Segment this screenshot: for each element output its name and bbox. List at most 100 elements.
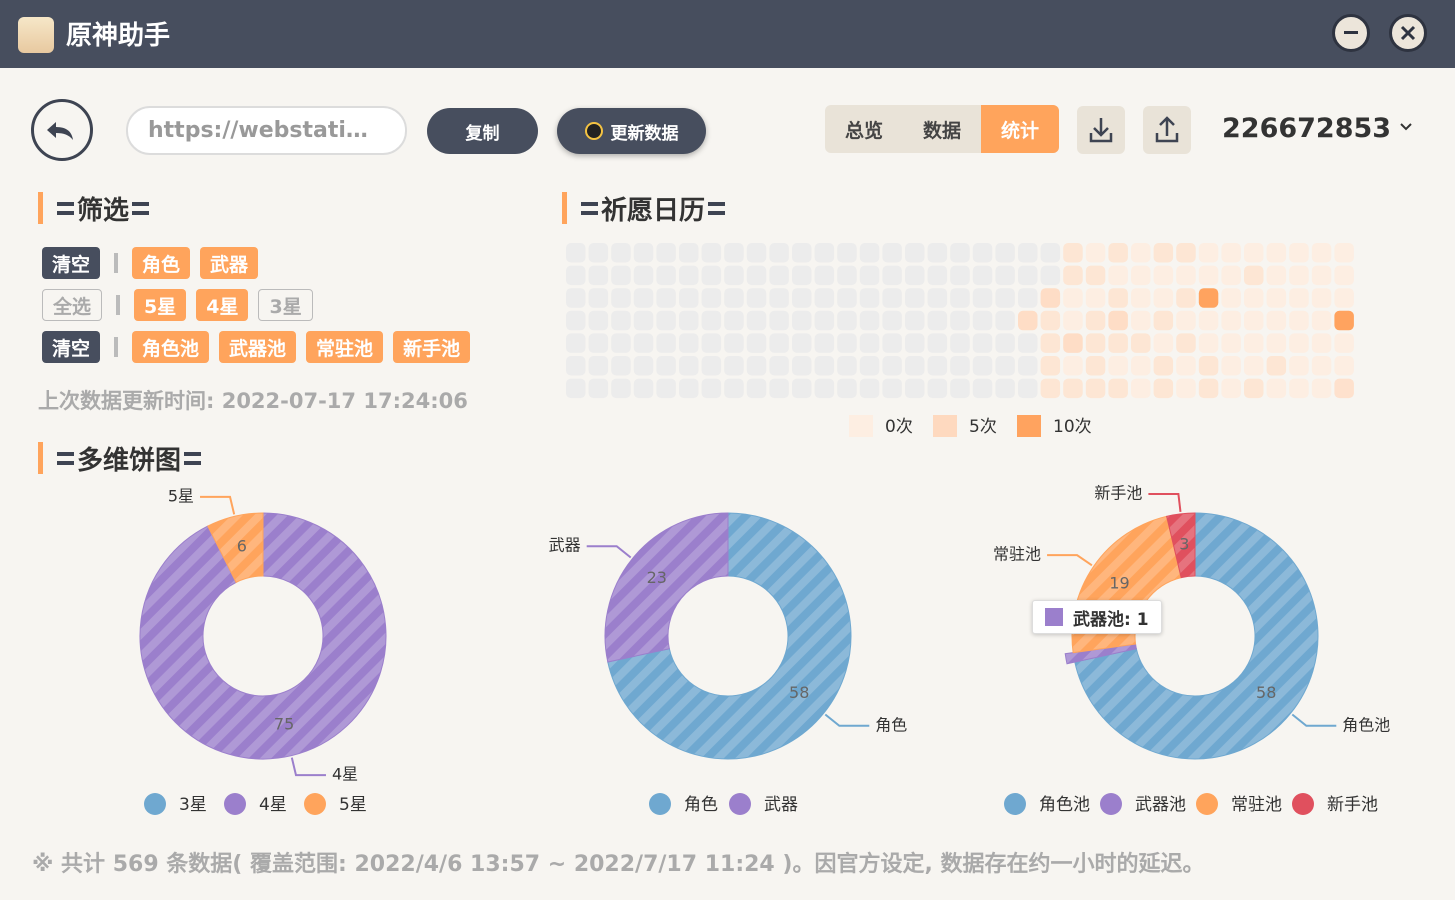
empty-cell	[950, 378, 970, 399]
empty-cell	[814, 378, 835, 399]
empty-cell	[905, 333, 925, 353]
empty-cell	[882, 243, 902, 263]
legend-label: 武器	[764, 795, 798, 815]
empty-cell	[972, 356, 993, 376]
empty-cell	[882, 265, 902, 286]
filter-tag[interactable]: 清空	[42, 331, 101, 363]
tab[interactable]: 统计	[981, 105, 1059, 153]
close-icon	[1400, 25, 1416, 41]
calendar-cell	[1266, 243, 1287, 263]
empty-cell	[566, 333, 586, 353]
empty-cell	[746, 356, 767, 376]
empty-cell	[633, 333, 654, 353]
calendar-cell	[1108, 333, 1128, 353]
calendar-cell	[1131, 310, 1151, 331]
calendar-cell	[1085, 356, 1106, 376]
calendar-cell	[1063, 288, 1083, 308]
calendar-cell	[1221, 310, 1241, 331]
legend-label: 新手池	[1327, 795, 1378, 815]
tooltip-marker	[1045, 608, 1063, 626]
tab[interactable]: 数据	[922, 119, 961, 142]
filter-tag[interactable]: 武器	[200, 247, 259, 279]
filter-tag[interactable]: 角色	[132, 247, 191, 279]
legend-marker	[729, 793, 751, 815]
empty-cell	[611, 243, 631, 263]
refresh-button[interactable]: 更新数据	[557, 108, 706, 154]
filter-tag[interactable]: 常驻池	[306, 331, 384, 363]
value-label: 75	[274, 715, 294, 734]
uid-select[interactable]: 226672853	[1222, 113, 1421, 144]
last-update: 上次数据更新时间: 2022-07-17 17:24:06	[38, 389, 468, 413]
empty-cell	[859, 378, 880, 399]
calendar-cell	[1085, 265, 1106, 286]
calendar-cell	[1244, 333, 1264, 353]
filter-tag[interactable]: 5星	[134, 289, 187, 321]
tab[interactable]: 总览	[844, 119, 883, 142]
empty-cell	[882, 310, 902, 331]
empty-cell	[927, 310, 948, 331]
empty-cell	[724, 288, 744, 308]
leader-line	[200, 495, 236, 515]
value-label: 3	[1179, 535, 1189, 554]
legend-marker	[304, 793, 326, 815]
pie-slice	[207, 512, 264, 584]
filter-tag[interactable]: 角色池	[132, 331, 210, 363]
legend-label: 武器池	[1135, 795, 1186, 815]
empty-cell	[566, 378, 586, 399]
empty-cell	[882, 288, 902, 308]
empty-cell	[656, 378, 676, 399]
empty-cell	[905, 243, 925, 263]
close-button[interactable]	[1389, 14, 1427, 52]
calendar-cell	[1266, 378, 1287, 399]
empty-cell	[837, 378, 857, 399]
calendar-cell	[1289, 333, 1309, 353]
calendar-cell	[1244, 310, 1264, 331]
import-button[interactable]	[1077, 106, 1125, 154]
filter-tag[interactable]: 新手池	[393, 331, 471, 363]
empty-cell	[633, 310, 654, 331]
calendar-cell	[1198, 333, 1219, 353]
empty-cell	[1018, 243, 1038, 263]
calendar-cell	[1153, 243, 1174, 263]
empty-cell	[724, 265, 744, 286]
empty-cell	[588, 265, 609, 286]
empty-cell	[837, 333, 857, 353]
calendar-cell	[1063, 310, 1083, 331]
section-heading: 多维饼图	[38, 442, 202, 476]
empty-cell	[656, 356, 676, 376]
calendar-cell	[1063, 333, 1083, 353]
empty-cell	[611, 378, 631, 399]
filter-tag[interactable]: 全选	[42, 289, 103, 321]
calendar-cell	[1289, 378, 1309, 399]
filter-tag[interactable]: 武器池	[219, 331, 297, 363]
heading-text: 筛选	[77, 195, 130, 226]
url-input[interactable]: https://webstati…	[126, 106, 407, 155]
leader-line	[1291, 713, 1337, 727]
calendar-cell	[1334, 333, 1354, 353]
section-heading: 祈愿日历	[562, 192, 726, 226]
filter-tag[interactable]: 3星	[258, 289, 313, 321]
empty-cell	[950, 310, 970, 331]
calendar-cell	[1131, 243, 1151, 263]
calendar-cell	[1018, 310, 1038, 331]
calendar-cell	[1153, 378, 1174, 399]
app-icon	[18, 17, 54, 53]
filter-tag[interactable]: 清空	[42, 247, 101, 279]
export-button[interactable]	[1143, 106, 1191, 154]
calendar-cell	[1311, 288, 1332, 308]
slice-label: 5星	[168, 486, 194, 505]
empty-cell	[995, 288, 1015, 308]
copy-button[interactable]: 复制	[427, 108, 538, 154]
empty-cell	[746, 243, 767, 263]
empty-cell	[611, 265, 631, 286]
slice-label: 新手池	[1094, 483, 1142, 502]
empty-cell	[1018, 265, 1038, 286]
back-button[interactable]	[31, 99, 93, 161]
calendar-cell	[1311, 265, 1332, 286]
empty-cell	[746, 265, 767, 286]
filter-tag[interactable]: 4星	[196, 289, 249, 321]
empty-cell	[633, 265, 654, 286]
minimize-button[interactable]	[1332, 14, 1370, 52]
empty-cell	[701, 356, 722, 376]
chevron	[1400, 123, 1412, 131]
